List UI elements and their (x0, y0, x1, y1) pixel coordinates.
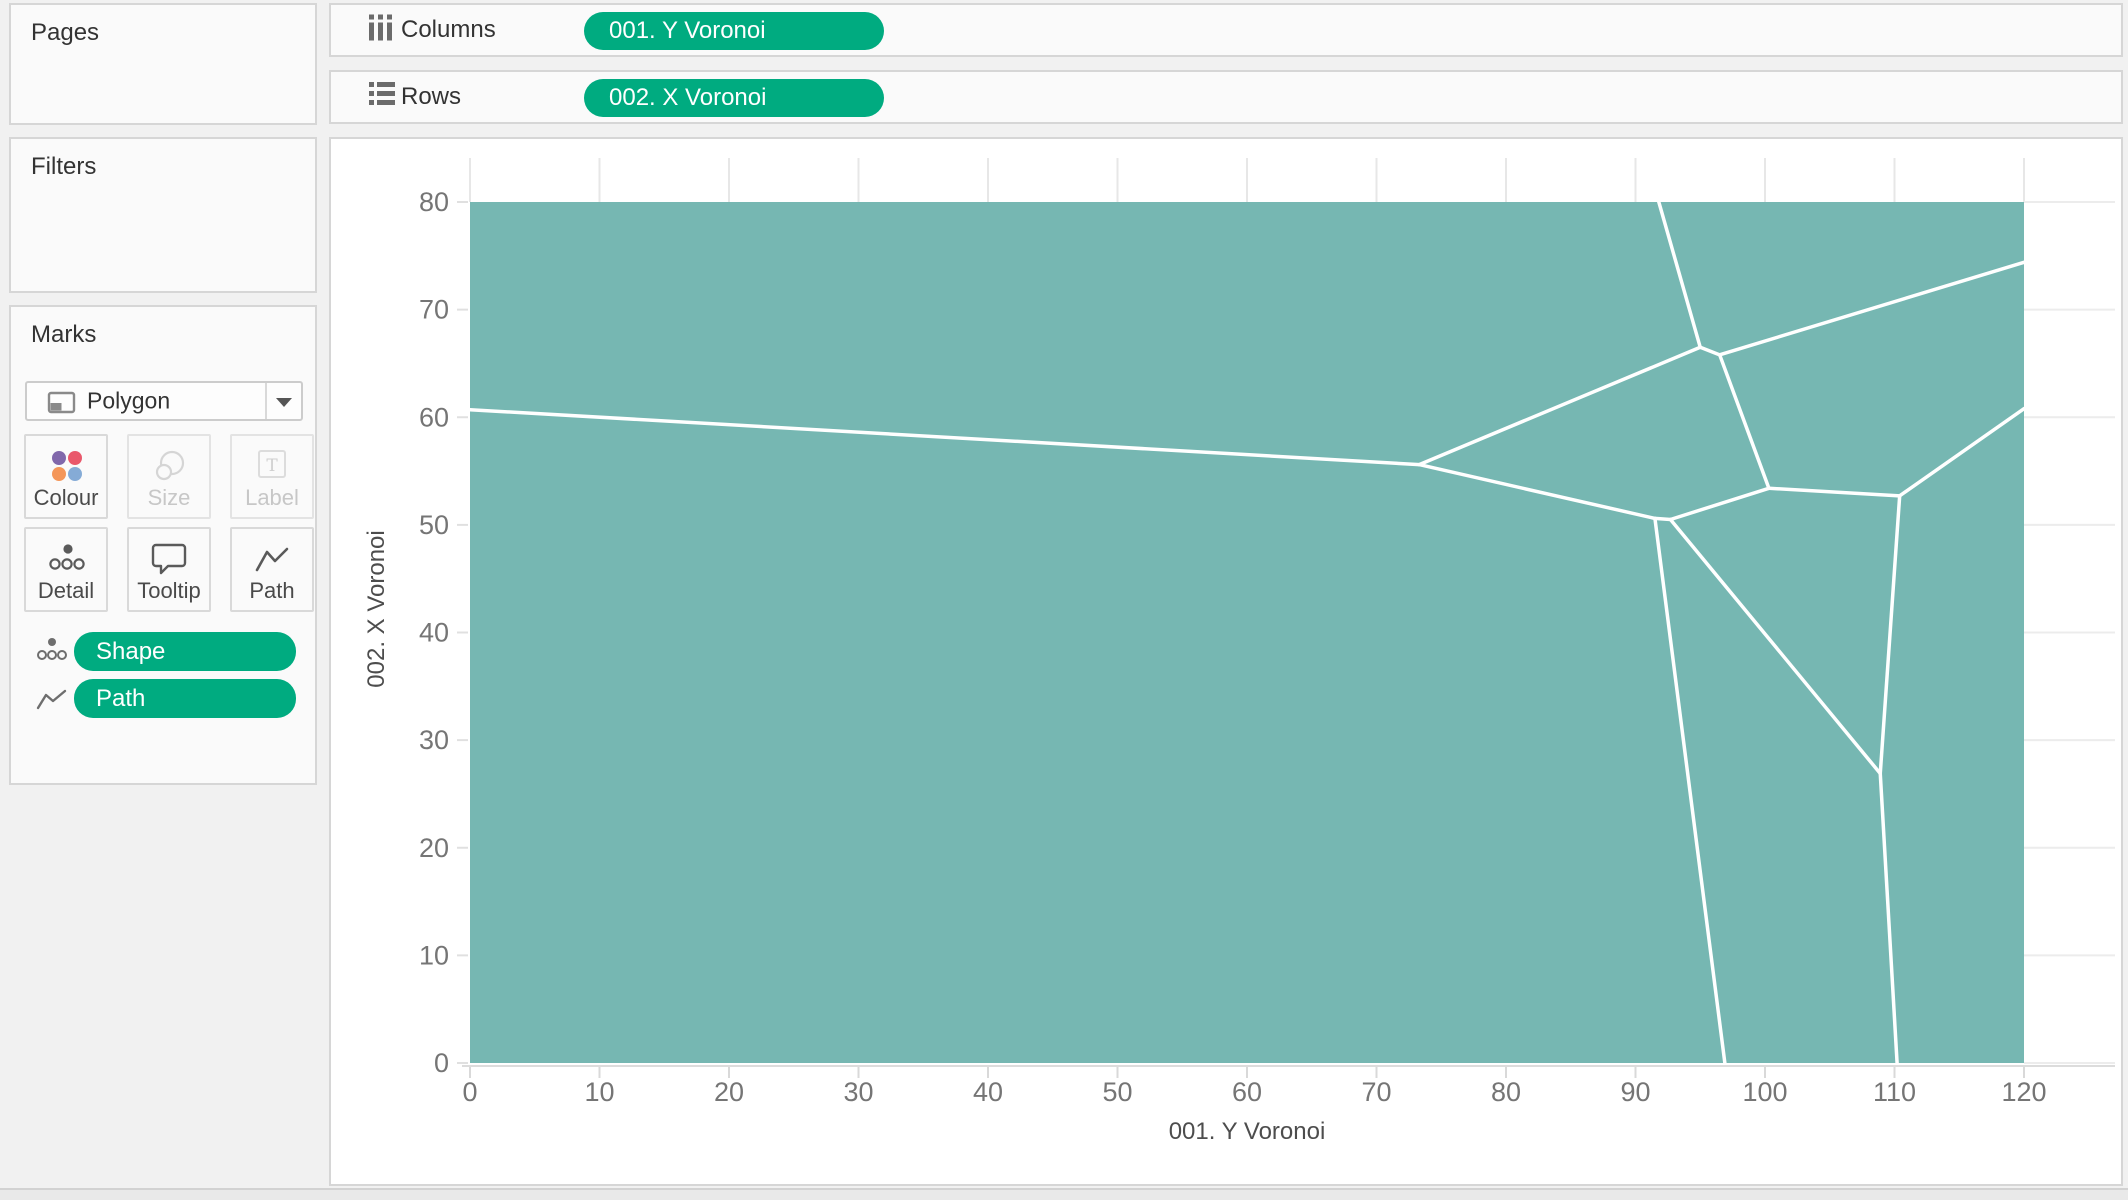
svg-text:60: 60 (1232, 1077, 1262, 1107)
svg-text:100: 100 (1742, 1077, 1787, 1107)
svg-text:40: 40 (973, 1077, 1003, 1107)
mark-type-dropdown[interactable]: Polygon (25, 381, 303, 421)
svg-text:50: 50 (419, 510, 449, 540)
svg-text:90: 90 (1620, 1077, 1650, 1107)
svg-text:T: T (266, 456, 278, 476)
mark-type-caret-zone[interactable] (265, 383, 301, 419)
voronoi-chart[interactable]: 0 10 20 30 40 50 60 70 80 0 10 20 30 40 50 60 70 80 90 100 1… (331, 139, 2121, 1184)
path-button[interactable]: Path (230, 527, 314, 612)
speech-bubble-icon (149, 541, 189, 584)
zigzag-line-icon (252, 541, 292, 584)
svg-text:110: 110 (1873, 1077, 1916, 1107)
filters-title: Filters (31, 153, 97, 180)
detail-dots-icon (44, 541, 88, 582)
detail-dots-icon (35, 636, 69, 669)
label-button[interactable]: T Label (230, 434, 314, 519)
svg-text:20: 20 (714, 1077, 744, 1107)
chevron-down-icon (276, 398, 292, 407)
svg-text:0: 0 (462, 1077, 477, 1107)
svg-text:70: 70 (419, 295, 449, 325)
svg-text:60: 60 (419, 402, 449, 432)
svg-text:30: 30 (419, 725, 449, 755)
status-bar-edge (0, 1188, 2128, 1200)
visualization-pane[interactable]: 0 10 20 30 40 50 60 70 80 0 10 20 30 40 50 60 70 80 90 100 1… (329, 137, 2123, 1186)
mark-type-value: Polygon (87, 387, 171, 414)
marks-panel: Marks Polygon Colour (9, 305, 317, 785)
svg-text:80: 80 (1491, 1077, 1521, 1107)
grid-columns-icon (369, 14, 394, 46)
overlapping-circles-icon (149, 448, 189, 491)
marks-title: Marks (31, 321, 97, 348)
rows-shelf[interactable]: Rows 002. X Voronoi (329, 70, 2123, 124)
polygon-icon (47, 390, 77, 421)
columns-shelf[interactable]: Columns 001. Y Voronoi (329, 3, 2123, 57)
svg-text:70: 70 (1361, 1077, 1391, 1107)
svg-text:10: 10 (419, 940, 449, 970)
detail-button[interactable]: Detail (24, 527, 108, 612)
svg-text:30: 30 (843, 1077, 873, 1107)
size-button[interactable]: Size (127, 434, 211, 519)
columns-shelf-label: Columns (401, 16, 496, 43)
columns-pill[interactable]: 001. Y Voronoi (584, 12, 884, 50)
pages-title: Pages (31, 19, 100, 46)
pages-shelf-panel[interactable]: Pages (9, 3, 317, 125)
svg-text:50: 50 (1102, 1077, 1132, 1107)
colour-button[interactable]: Colour (24, 434, 108, 519)
colour-dots-icon (46, 448, 86, 491)
svg-text:40: 40 (419, 618, 449, 648)
filters-shelf-panel[interactable]: Filters (9, 137, 317, 293)
list-rows-icon (369, 82, 395, 112)
y-axis-title: 002. X Voronoi (363, 530, 390, 687)
svg-text:0: 0 (434, 1048, 449, 1078)
rows-pill[interactable]: 002. X Voronoi (584, 79, 884, 117)
path-pill[interactable]: Path (74, 679, 296, 718)
tooltip-button[interactable]: Tooltip (127, 527, 211, 612)
svg-text:80: 80 (419, 187, 449, 217)
svg-text:120: 120 (2001, 1077, 2046, 1107)
zigzag-line-icon (35, 687, 69, 718)
shape-pill[interactable]: Shape (74, 632, 296, 671)
rows-shelf-label: Rows (401, 83, 462, 110)
x-axis-title: 001. Y Voronoi (1169, 1118, 1326, 1145)
svg-text:20: 20 (419, 833, 449, 863)
text-box-icon: T (252, 448, 292, 491)
svg-text:10: 10 (584, 1077, 614, 1107)
